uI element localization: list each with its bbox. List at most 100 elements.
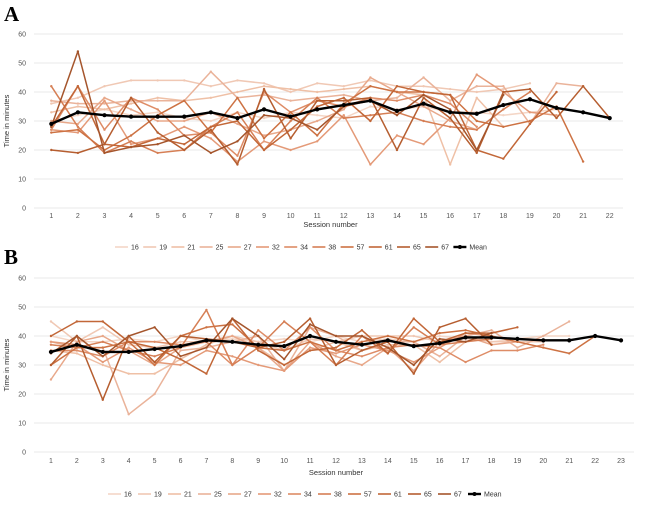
series-point bbox=[101, 360, 104, 364]
series-point bbox=[516, 326, 519, 329]
series-point bbox=[76, 50, 80, 53]
series-line-38 bbox=[50, 309, 492, 366]
series-point bbox=[360, 340, 364, 343]
x-tick-label: 4 bbox=[127, 458, 131, 465]
series-point bbox=[49, 320, 53, 323]
x-tick-label: 5 bbox=[156, 213, 160, 220]
x-tick-label: 22 bbox=[606, 213, 614, 220]
series-point bbox=[464, 331, 467, 335]
mean-point bbox=[282, 344, 287, 349]
series-point bbox=[386, 334, 390, 338]
series-point bbox=[262, 85, 266, 88]
series-point bbox=[127, 334, 130, 338]
series-point bbox=[76, 105, 80, 108]
legend-item-57: 57 bbox=[340, 245, 364, 252]
series-point bbox=[236, 163, 239, 166]
legend-label: 25 bbox=[216, 245, 224, 252]
x-tick-label: 20 bbox=[553, 213, 561, 220]
x-tick-label: 19 bbox=[513, 458, 521, 465]
series-point bbox=[412, 326, 415, 329]
series-line-mean bbox=[50, 98, 610, 125]
mean-point bbox=[235, 116, 240, 121]
mean-point bbox=[448, 110, 453, 115]
x-tick-label: 3 bbox=[103, 213, 107, 220]
legend-item-19: 19 bbox=[143, 245, 167, 252]
series-point bbox=[231, 323, 234, 326]
series-point bbox=[308, 340, 312, 343]
series-point bbox=[50, 111, 53, 114]
series-point bbox=[528, 119, 532, 123]
x-tick-label: 14 bbox=[393, 213, 401, 220]
x-tick-label: 21 bbox=[579, 213, 587, 220]
mean-point bbox=[230, 339, 235, 344]
series-point bbox=[153, 355, 156, 358]
mean-point bbox=[527, 97, 533, 102]
series-point bbox=[502, 114, 505, 117]
y-axis-label: Time in minutes bbox=[2, 94, 11, 147]
series-point bbox=[127, 372, 130, 375]
series-point bbox=[236, 90, 239, 94]
series-point bbox=[282, 358, 286, 361]
legend-item-21: 21 bbox=[171, 245, 195, 252]
x-tick-label: 18 bbox=[499, 213, 507, 220]
series-point bbox=[205, 346, 208, 349]
mean-point bbox=[394, 108, 400, 113]
series-point bbox=[209, 128, 213, 131]
series-point bbox=[209, 151, 213, 155]
series-point bbox=[262, 87, 266, 91]
x-tick-label: 21 bbox=[565, 458, 573, 465]
series-point bbox=[236, 111, 239, 114]
series-point bbox=[156, 96, 159, 100]
series-point bbox=[236, 154, 239, 157]
series-point bbox=[129, 79, 133, 82]
legend-label: 19 bbox=[154, 492, 162, 499]
mean-point bbox=[315, 107, 320, 112]
series-point bbox=[369, 85, 372, 88]
series-point bbox=[49, 378, 53, 381]
legend-item-27: 27 bbox=[228, 492, 252, 499]
series-point bbox=[103, 85, 106, 88]
series-point bbox=[490, 340, 493, 343]
series-point bbox=[555, 114, 558, 117]
series-point bbox=[49, 363, 53, 367]
series-point bbox=[542, 343, 545, 346]
legend-item-34: 34 bbox=[288, 492, 312, 499]
series-point bbox=[257, 340, 260, 343]
series-line-67 bbox=[50, 317, 492, 366]
series-point bbox=[581, 85, 585, 88]
series-point bbox=[262, 116, 266, 120]
series-point bbox=[49, 334, 53, 338]
y-tick-label: 60 bbox=[18, 276, 26, 283]
x-tick-label: 15 bbox=[410, 458, 418, 465]
mean-point bbox=[421, 101, 426, 106]
series-point bbox=[153, 372, 156, 375]
series-point bbox=[129, 108, 133, 111]
x-tick-label: 16 bbox=[436, 458, 444, 465]
series-point bbox=[395, 114, 399, 117]
series-point bbox=[129, 140, 133, 143]
series-point bbox=[156, 99, 159, 102]
legend-label: 61 bbox=[394, 492, 402, 499]
series-point bbox=[101, 340, 104, 343]
legend-label: 38 bbox=[334, 492, 342, 499]
series-point bbox=[153, 360, 156, 364]
legend-item-25: 25 bbox=[198, 492, 222, 499]
series-point bbox=[502, 125, 505, 128]
series-point bbox=[369, 96, 372, 100]
legend-label: 67 bbox=[441, 245, 449, 252]
series-point bbox=[75, 320, 79, 323]
series-line-67 bbox=[50, 50, 505, 154]
y-tick-label: 20 bbox=[18, 392, 26, 399]
series-line-65 bbox=[51, 85, 611, 166]
series-point bbox=[475, 96, 478, 100]
legend-label: 27 bbox=[244, 245, 252, 252]
series-point bbox=[101, 355, 104, 358]
series-point bbox=[231, 337, 234, 341]
series-27 bbox=[50, 76, 478, 137]
series-point bbox=[360, 329, 364, 332]
series-point bbox=[438, 334, 441, 338]
series-point bbox=[490, 331, 493, 335]
legend-item-67: 67 bbox=[438, 492, 462, 499]
series-point bbox=[76, 102, 80, 105]
